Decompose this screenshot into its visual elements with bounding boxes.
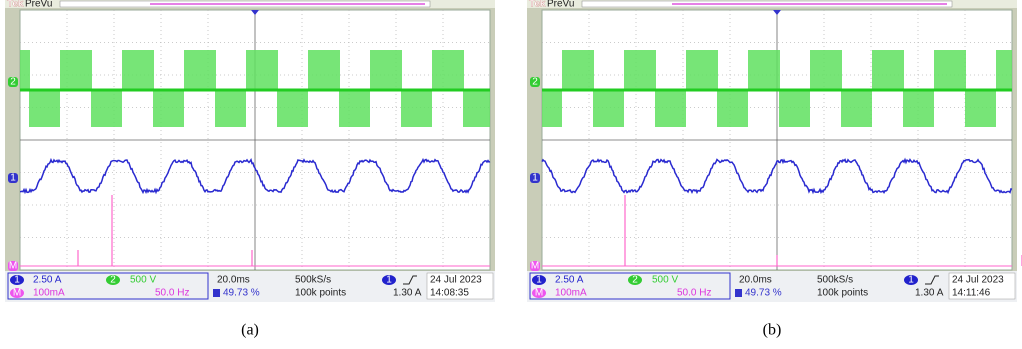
- math-marker: M: [531, 261, 539, 272]
- sample-rate: 500kS/s: [295, 275, 331, 286]
- scope-screenshot: TekPreVu 2 1 M 1 2.50 A 2 500 V M 100mA 50.0 Hz 20.…: [527, 0, 1022, 339]
- ch2-pwm-high: [370, 50, 402, 90]
- time: 14:11:46: [952, 288, 991, 299]
- trigger-position: 49.73 %: [223, 288, 260, 299]
- ch2-pwm-high: [562, 50, 594, 90]
- figure: TekPreVu21M12.50 A2500 VM100mA50.0 Hz20.…: [0, 0, 1022, 349]
- time: 14:08:35: [430, 288, 469, 299]
- ch2-pwm-low: [655, 90, 686, 127]
- ch2-pwm-low: [277, 90, 308, 127]
- ch2-pwm-high: [748, 50, 780, 90]
- ch2-pwm-high: [996, 50, 1012, 90]
- ch2-pwm-high: [810, 50, 842, 90]
- ch2-scale: 500 V: [652, 275, 678, 286]
- ch1-marker: 1: [10, 173, 16, 184]
- ch2-pwm-high: [60, 50, 92, 90]
- badge-label: 1: [14, 275, 20, 286]
- ch2-pwm-low: [401, 90, 432, 127]
- brand: Tek: [7, 0, 24, 10]
- ch2-pwm-low: [717, 90, 748, 127]
- ch2-pwm-high: [246, 50, 278, 90]
- ch2-pwm-low: [29, 90, 60, 127]
- badge-label: 2: [632, 275, 638, 286]
- badge-label: M: [13, 288, 21, 299]
- ch2-pwm-low: [463, 90, 490, 127]
- record-length: 100k points: [817, 288, 868, 299]
- ch2-pwm-high: [872, 50, 904, 90]
- trigger-level: 1.30 A: [393, 288, 422, 299]
- trigger-icon: [213, 289, 220, 297]
- ch2-pwm-low: [215, 90, 246, 127]
- badge-label: M: [535, 288, 543, 299]
- record-length: 100k points: [295, 288, 346, 299]
- mode: PreVu: [25, 0, 52, 10]
- ch2-pwm-high: [122, 50, 154, 90]
- scope-screenshot: TekPreVu 2 1 M 1 2.50 A 2 500 V M 100mA 50.0 Hz 20.…: [5, 0, 495, 339]
- ch2-pwm-high: [624, 50, 656, 90]
- mode: PreVu: [547, 0, 574, 10]
- date: 24 Jul 2023: [952, 275, 1004, 286]
- ch2-pwm-high: [308, 50, 340, 90]
- ch2-pwm-low: [841, 90, 872, 127]
- caption: (a): [241, 322, 259, 339]
- ch2-marker: 2: [532, 77, 538, 88]
- ch1-scale: 2.50 A: [33, 275, 62, 286]
- ch2-pwm-low: [965, 90, 996, 127]
- brand: Tek: [529, 0, 546, 10]
- ch2-pwm-high: [686, 50, 718, 90]
- ch2-pwm-high: [432, 50, 464, 90]
- math-frequency: 50.0 Hz: [155, 288, 189, 299]
- ch2-pwm-low: [903, 90, 934, 127]
- ch2-pwm-low: [593, 90, 624, 127]
- ch2-marker: 2: [10, 77, 16, 88]
- trigger-level: 1.30 A: [915, 288, 944, 299]
- ch2-pwm-low: [153, 90, 184, 127]
- badge-label: 1: [536, 275, 542, 286]
- trigger-icon: [735, 289, 742, 297]
- ch1-marker: 1: [532, 173, 538, 184]
- math-scale: 100mA: [33, 288, 65, 299]
- ch2-pwm-low: [91, 90, 122, 127]
- badge-label: 1: [386, 275, 392, 286]
- ch2-pwm-low: [779, 90, 810, 127]
- ch2-pwm-high: [20, 50, 30, 90]
- ch2-pwm-low: [339, 90, 370, 127]
- ch1-scale: 2.50 A: [555, 275, 584, 286]
- ch2-pwm-high: [934, 50, 966, 90]
- caption: (b): [763, 322, 782, 339]
- timebase: 20.0ms: [739, 275, 772, 286]
- trigger-position: 49.73 %: [745, 288, 782, 299]
- badge-label: 1: [908, 275, 914, 286]
- badge-label: 2: [110, 275, 116, 286]
- sample-rate: 500kS/s: [817, 275, 853, 286]
- math-marker: M: [9, 261, 17, 272]
- ch2-scale: 500 V: [130, 275, 156, 286]
- timebase: 20.0ms: [217, 275, 250, 286]
- ch2-pwm-high: [184, 50, 216, 90]
- ch2-pwm-low: [542, 90, 562, 127]
- math-frequency: 50.0 Hz: [677, 288, 711, 299]
- date: 24 Jul 2023: [430, 275, 482, 286]
- math-scale: 100mA: [555, 288, 587, 299]
